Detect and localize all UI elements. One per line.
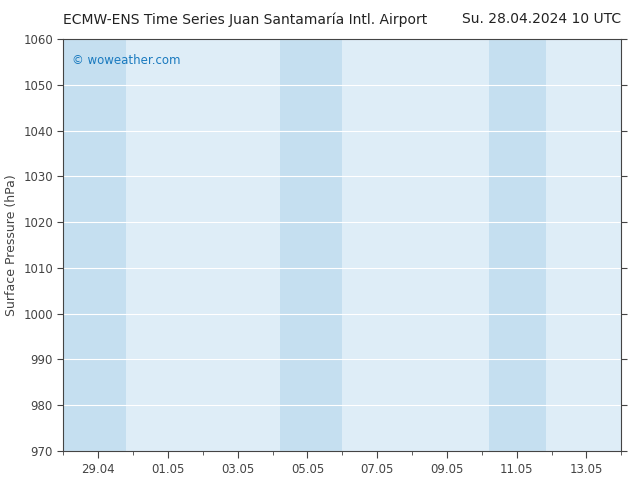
Y-axis label: Surface Pressure (hPa): Surface Pressure (hPa) (4, 174, 18, 316)
Bar (63, 39, 126, 451)
Bar (280, 39, 342, 451)
Text: © woweather.com: © woweather.com (72, 53, 180, 67)
Bar (489, 39, 547, 451)
Text: Su. 28.04.2024 10 UTC: Su. 28.04.2024 10 UTC (462, 12, 621, 26)
Text: ECMW-ENS Time Series Juan Santamaría Intl. Airport: ECMW-ENS Time Series Juan Santamaría Int… (63, 12, 428, 27)
